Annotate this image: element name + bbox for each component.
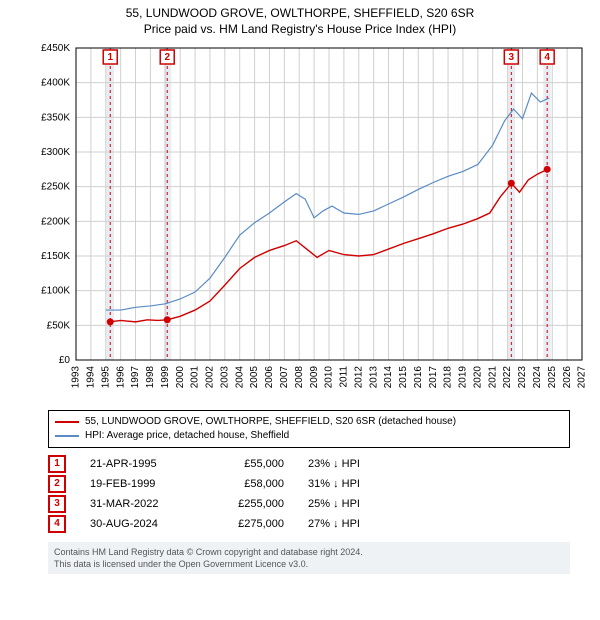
svg-text:2014: 2014 (383, 366, 394, 389)
svg-text:£400K: £400K (41, 78, 70, 89)
svg-text:£200K: £200K (41, 216, 70, 227)
price-chart: £0 £50K £100K £150K £200K £250K £300K £350K £400… (30, 42, 590, 402)
svg-text:2010: 2010 (324, 366, 335, 389)
marker-row: 1 21-APR-1995 £55,000 23% ↓ HPI (48, 454, 570, 474)
legend-swatch (55, 435, 79, 437)
svg-text:2020: 2020 (472, 366, 483, 389)
svg-text:2026: 2026 (562, 366, 573, 389)
svg-text:1994: 1994 (86, 366, 97, 389)
svg-text:£450K: £450K (41, 43, 70, 54)
marker-badge: 3 (48, 495, 66, 513)
marker-date: 21-APR-1995 (90, 454, 190, 474)
marker-price: £58,000 (214, 474, 284, 494)
svg-text:£300K: £300K (41, 147, 70, 158)
marker-table: 1 21-APR-1995 £55,000 23% ↓ HPI 2 19-FEB-1999… (48, 454, 570, 534)
svg-text:2023: 2023 (517, 366, 528, 389)
chart-area: £0 £50K £100K £150K £200K £250K £300K £350K £400… (30, 42, 590, 402)
footer-line1: Contains HM Land Registry data © Crown c… (54, 546, 564, 558)
marker-row: 4 30-AUG-2024 £275,000 27% ↓ HPI (48, 514, 570, 534)
marker-price: £275,000 (214, 514, 284, 534)
svg-text:2001: 2001 (190, 366, 201, 389)
svg-text:2024: 2024 (532, 366, 543, 389)
marker-badge: 4 (48, 515, 66, 533)
marker-badge: 1 (48, 455, 66, 473)
legend-item: 55, LUNDWOOD GROVE, OWLTHORPE, SHEFFIELD… (55, 415, 563, 429)
svg-text:2013: 2013 (368, 366, 379, 389)
marker-date: 30-AUG-2024 (90, 514, 190, 534)
svg-text:£100K: £100K (41, 286, 70, 297)
title-address: 55, LUNDWOOD GROVE, OWLTHORPE, SHEFFIELD… (10, 6, 590, 20)
svg-text:1: 1 (107, 52, 113, 63)
marker-price: £255,000 (214, 494, 284, 514)
title-subtitle: Price paid vs. HM Land Registry's House … (10, 22, 590, 36)
svg-text:1999: 1999 (160, 366, 171, 389)
svg-text:2: 2 (164, 52, 170, 63)
svg-text:2002: 2002 (205, 366, 216, 389)
svg-text:2007: 2007 (279, 366, 290, 389)
svg-text:2025: 2025 (547, 366, 558, 389)
svg-text:2021: 2021 (487, 366, 498, 389)
marker-row: 2 19-FEB-1999 £58,000 31% ↓ HPI (48, 474, 570, 494)
svg-text:2016: 2016 (413, 366, 424, 389)
marker-price: £55,000 (214, 454, 284, 474)
svg-text:2012: 2012 (353, 366, 364, 389)
marker-row: 3 31-MAR-2022 £255,000 25% ↓ HPI (48, 494, 570, 514)
svg-text:2018: 2018 (443, 366, 454, 389)
svg-text:1998: 1998 (145, 366, 156, 389)
legend-item: HPI: Average price, detached house, Shef… (55, 429, 563, 443)
svg-text:£50K: £50K (47, 320, 71, 331)
svg-text:2003: 2003 (219, 366, 230, 389)
svg-text:2027: 2027 (577, 366, 588, 389)
footer-attribution: Contains HM Land Registry data © Crown c… (48, 542, 570, 574)
svg-text:2022: 2022 (502, 366, 513, 389)
svg-text:2009: 2009 (309, 366, 320, 389)
svg-text:1996: 1996 (115, 366, 126, 389)
marker-badge: 2 (48, 475, 66, 493)
svg-text:1995: 1995 (100, 366, 111, 389)
marker-date: 19-FEB-1999 (90, 474, 190, 494)
svg-text:£150K: £150K (41, 251, 70, 262)
svg-text:4: 4 (544, 52, 550, 63)
svg-text:2005: 2005 (249, 366, 260, 389)
svg-text:1993: 1993 (71, 366, 82, 389)
marker-diff: 31% ↓ HPI (308, 474, 388, 494)
svg-text:2008: 2008 (294, 366, 305, 389)
svg-text:3: 3 (509, 52, 515, 63)
chart-titles: 55, LUNDWOOD GROVE, OWLTHORPE, SHEFFIELD… (0, 0, 600, 38)
legend: 55, LUNDWOOD GROVE, OWLTHORPE, SHEFFIELD… (48, 410, 570, 448)
svg-text:2011: 2011 (339, 366, 350, 388)
legend-label: HPI: Average price, detached house, Shef… (85, 429, 289, 443)
svg-text:2017: 2017 (428, 366, 439, 389)
svg-text:2015: 2015 (398, 366, 409, 389)
svg-text:2006: 2006 (264, 366, 275, 389)
marker-diff: 23% ↓ HPI (308, 454, 388, 474)
svg-text:£250K: £250K (41, 182, 70, 193)
marker-diff: 25% ↓ HPI (308, 494, 388, 514)
svg-text:2004: 2004 (234, 366, 245, 389)
legend-swatch (55, 421, 79, 423)
svg-text:1997: 1997 (130, 366, 141, 389)
svg-text:£350K: £350K (41, 112, 70, 123)
svg-text:2000: 2000 (175, 366, 186, 389)
svg-text:£0: £0 (59, 355, 71, 366)
svg-text:2019: 2019 (458, 366, 469, 389)
footer-line2: This data is licensed under the Open Gov… (54, 558, 564, 570)
legend-label: 55, LUNDWOOD GROVE, OWLTHORPE, SHEFFIELD… (85, 415, 456, 429)
marker-date: 31-MAR-2022 (90, 494, 190, 514)
marker-diff: 27% ↓ HPI (308, 514, 388, 534)
